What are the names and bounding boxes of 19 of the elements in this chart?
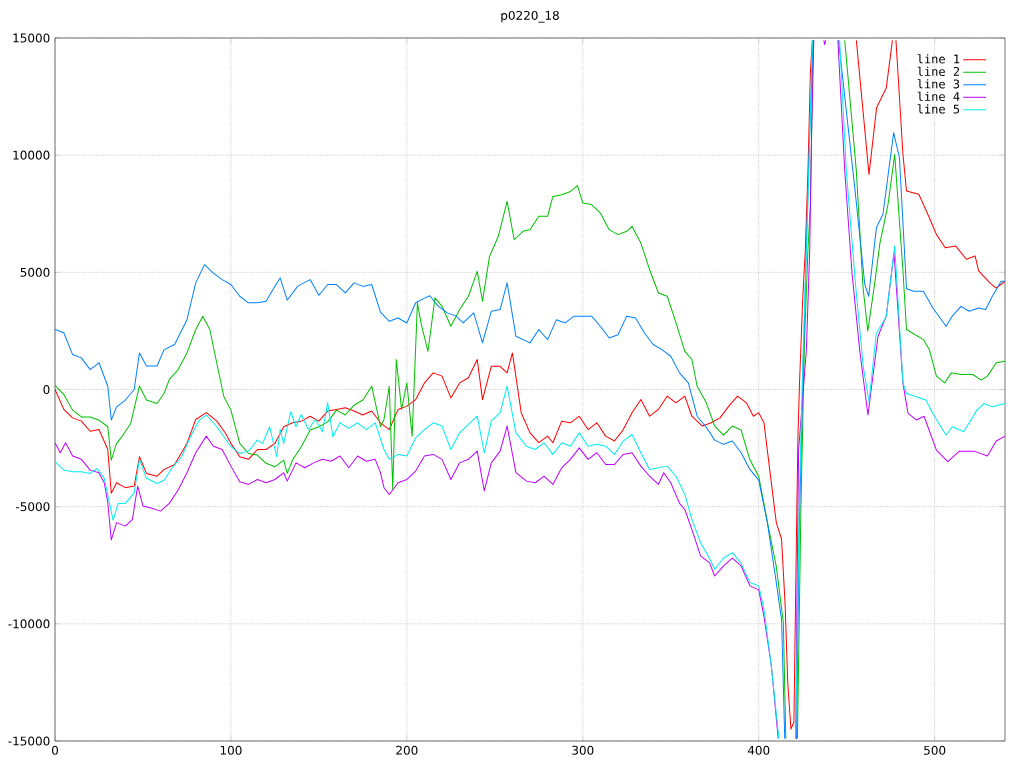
- chart-title: p0220_18: [501, 10, 559, 23]
- y-tick-label: -5000: [16, 502, 50, 512]
- legend-label: line 2: [917, 66, 960, 77]
- x-tick-label: 100: [220, 745, 242, 755]
- y-tick-label: 15000: [13, 33, 50, 43]
- legend-label: line 5: [917, 104, 960, 114]
- x-tick-label: 0: [51, 745, 59, 755]
- x-tick-label: 200: [396, 745, 418, 755]
- x-tick-label: 400: [747, 745, 770, 755]
- x-tick-label: 500: [924, 745, 946, 755]
- y-tick-label: -15000: [8, 736, 50, 746]
- y-tick-label: 0: [43, 384, 50, 395]
- y-tick-label: 10000: [13, 150, 50, 160]
- y-tick-label: -10000: [8, 619, 50, 629]
- y-tick-label: 5000: [20, 267, 50, 277]
- legend-label: line 4: [917, 91, 960, 102]
- x-tick-label: 300: [572, 745, 594, 755]
- legend-label: line 3: [917, 79, 960, 89]
- legend-label: line 1: [917, 54, 960, 64]
